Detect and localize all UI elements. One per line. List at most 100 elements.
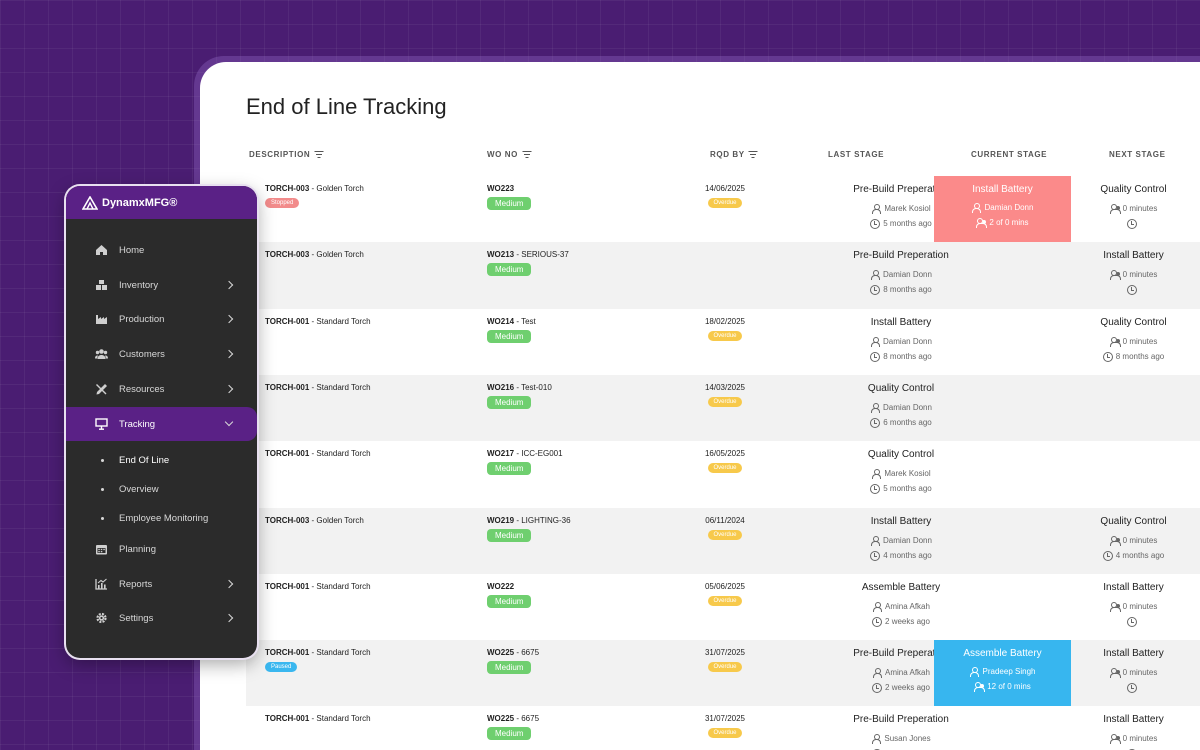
table-row[interactable]: TORCH-001 - Standard Torch Paused WO225 - … [246,640,1200,706]
tools-icon [95,383,108,395]
table-row[interactable]: TORCH-001 - Standard Torch WO225 - 6675 Me… [246,706,1200,750]
sidebar-item-resources[interactable]: Resources [66,372,257,406]
product-name: - Standard Torch [309,317,371,326]
last-stage-cell: Pre-Build Preperation Marek Kosiol 5 month… [801,184,1001,231]
wo-number[interactable]: WO214 [487,317,515,326]
sidebar-item-production[interactable]: Production [66,302,257,336]
product-code: TORCH-001 [265,383,310,392]
filter-icon[interactable] [314,151,324,159]
current-stage-cell[interactable]: Assemble Battery Pradeep Singh 12 of 0 min… [934,640,1071,706]
overdue-badge: Overdue [708,463,742,473]
description-line: TORCH-001 - Standard Torch [265,714,371,723]
last-stage-time-text: 5 months ago [883,484,932,493]
overdue-badge: Overdue [708,530,742,540]
wo-number[interactable]: WO216 [487,383,515,392]
last-stage-operator-text: Susan Jones [884,734,931,743]
column-header-description[interactable]: DESCRIPTION [249,150,324,159]
users-icon [1109,270,1121,280]
sidebar-subitem-overview[interactable]: Overview [66,476,257,502]
sidebar-subitem-employee-monitoring[interactable]: Employee Monitoring [66,505,257,531]
table-row[interactable]: TORCH-001 - Standard Torch WO216 - Test-0… [246,375,1200,441]
wo-line: WO217 - ICC-EG001 [487,449,563,458]
wo-reference: - Test [514,317,536,326]
rqd-cell: 14/03/2025 Overdue [703,383,747,407]
wo-number[interactable]: WO225 [487,714,515,723]
last-stage-operator: Damian Donn [801,533,1001,548]
clock-icon [870,418,881,428]
chevron-right-icon[interactable] [224,280,234,290]
rqd-cell: 18/02/2025 Overdue [703,317,747,341]
status-badge: Stopped [265,198,300,208]
wo-number[interactable]: WO222 [487,582,515,591]
bullet-icon [101,458,104,462]
current-stage-cell[interactable]: Install Battery Damian Donn 2 of 0 mins [934,176,1071,242]
current-stage-operator: Damian Donn [934,200,1071,215]
overdue-badge: Overdue [708,596,742,606]
table-row[interactable]: TORCH-003 - Golden Torch WO219 - LIGHTING… [246,508,1200,574]
sidebar-item-home[interactable]: Home [66,233,257,267]
filter-icon[interactable] [522,151,531,159]
next-stage-cell: Install Battery 0 minutes [1066,582,1200,629]
wo-cell: WO222 Medium [487,582,532,608]
wo-reference: - ICC-EG001 [514,449,563,458]
sidebar-item-tracking[interactable]: Tracking [66,407,257,441]
sidebar-item-reports[interactable]: Reports [66,567,257,601]
current-stage-name: Assemble Battery [963,648,1042,659]
last-stage-operator: Marek Kosiol [801,201,1001,216]
chevron-down-icon[interactable] [224,417,234,427]
sidebar-item-settings[interactable]: Settings [66,601,257,635]
description-cell: TORCH-003 - Golden Torch [265,250,364,259]
last-stage-cell: Quality Control Marek Kosiol 5 months ago [801,449,1001,496]
wo-number[interactable]: WO219 [487,516,515,525]
column-header-rqd-by[interactable]: RQD BY [710,150,758,159]
priority-badge: Medium [487,661,532,674]
table-row[interactable]: TORCH-001 - Standard Torch WO222 Medium 05/… [246,574,1200,640]
wo-number[interactable]: WO225 [487,648,515,657]
inventory-icon [95,279,108,291]
users-icon [1109,602,1121,612]
table-row[interactable]: TORCH-003 - Golden Torch WO213 - SERIOUS-… [246,242,1200,309]
last-stage-cell: Quality Control Damian Donn 6 months ago [801,383,1001,430]
table-row[interactable]: TORCH-003 - Golden Torch Stopped WO223 Medi… [246,176,1200,242]
last-stage-operator-text: Damian Donn [883,270,932,279]
chevron-right-icon[interactable] [224,314,234,324]
wo-number[interactable]: WO213 [487,250,515,259]
table-row[interactable]: TORCH-001 - Standard Torch WO217 - ICC-EG… [246,441,1200,508]
person-icon [872,602,882,612]
table-row[interactable]: TORCH-001 - Standard Torch WO214 - Test Me… [246,309,1200,375]
reports-icon [95,578,108,590]
users-icon [1109,734,1121,744]
last-stage-cell: Pre-Build Preperation Damian Donn 8 months… [801,250,1001,297]
description-line: TORCH-001 - Standard Torch [265,383,371,392]
person-icon [972,203,982,213]
chevron-right-icon[interactable] [224,384,234,394]
chevron-right-icon[interactable] [224,613,234,623]
sidebar-item-inventory[interactable]: Inventory [66,268,257,302]
clock-icon [870,551,881,561]
next-stage-minutes-text: 0 minutes [1122,734,1158,743]
last-stage-cell: Pre-Build Preperation Susan Jones 2 weeks … [801,714,1001,750]
wo-number[interactable]: WO217 [487,449,515,458]
wo-line: WO214 - Test [487,317,536,326]
column-header-wo-no[interactable]: WO NO [487,150,531,159]
sidebar-subitem-end-of-line[interactable]: End Of Line [66,447,257,473]
current-stage-operator-text: Damian Donn [984,203,1034,212]
sidebar-item-planning[interactable]: Planning [66,532,257,566]
next-stage-name: Quality Control [1100,317,1167,328]
clock-icon [1127,285,1137,295]
monitor-icon [95,418,108,430]
sidebar-item-label: Inventory [119,279,159,291]
rqd-cell: 31/07/2025 Overdue [703,648,747,672]
person-icon [871,734,881,744]
wo-number[interactable]: WO223 [487,184,515,193]
bullet-icon [101,487,104,491]
sidebar-item-customers[interactable]: Customers [66,337,257,371]
clock-icon [1127,219,1137,229]
chevron-right-icon[interactable] [224,579,234,589]
product-name: - Golden Torch [309,516,364,525]
next-stage-time [1066,216,1200,231]
next-stage-minutes: 0 minutes [1066,267,1200,282]
chevron-right-icon[interactable] [224,349,234,359]
next-stage-minutes: 0 minutes [1066,731,1200,746]
filter-icon[interactable] [748,151,758,159]
